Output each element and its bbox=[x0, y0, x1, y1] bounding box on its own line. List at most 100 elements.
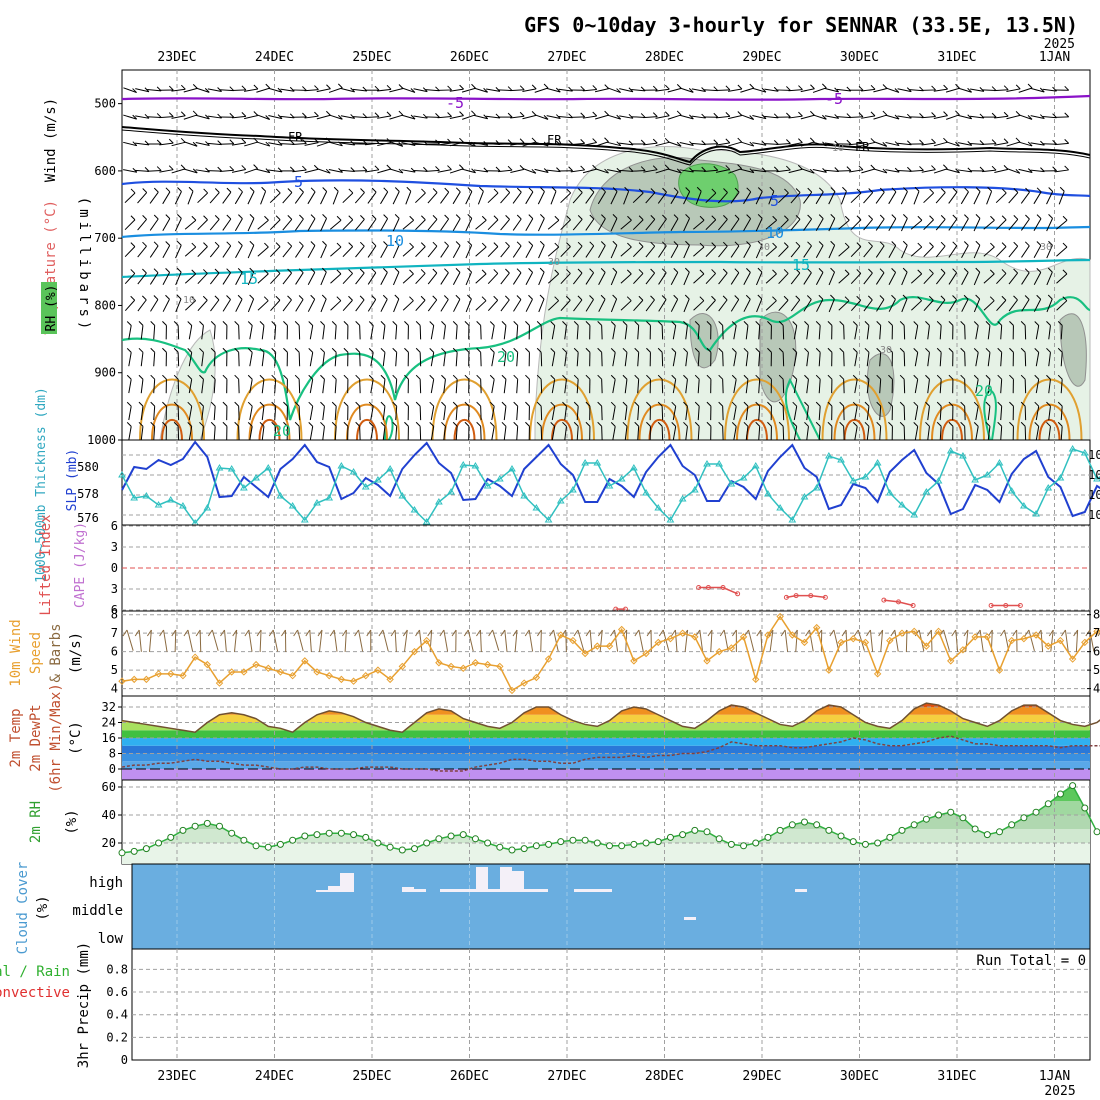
barb-flag bbox=[592, 138, 598, 143]
barb-staff bbox=[595, 141, 609, 147]
wind-barb bbox=[452, 421, 458, 441]
barb-flag bbox=[622, 374, 628, 380]
barb-staff bbox=[124, 192, 136, 204]
barb-flag bbox=[778, 374, 784, 380]
wind-barb bbox=[404, 421, 409, 441]
wind-barb bbox=[910, 215, 923, 230]
wind-barb bbox=[425, 166, 440, 172]
warm-isotherm bbox=[1016, 378, 1083, 441]
barb-flag bbox=[275, 269, 281, 274]
barb-staff bbox=[876, 299, 885, 312]
barb-flag bbox=[210, 421, 216, 427]
barb-staff bbox=[691, 88, 706, 93]
wind-barb bbox=[522, 137, 537, 147]
barb-staff bbox=[512, 272, 522, 285]
wind-barb bbox=[560, 215, 571, 231]
barb-flag bbox=[493, 242, 499, 247]
barb-flag bbox=[577, 188, 583, 193]
barb-flag bbox=[652, 138, 658, 144]
wind-barb bbox=[585, 321, 591, 340]
barb-flag bbox=[842, 186, 847, 192]
rh-point bbox=[813, 821, 821, 829]
wind-barb bbox=[852, 348, 858, 367]
rh-point bbox=[240, 836, 248, 844]
wind-barb bbox=[308, 321, 314, 340]
cape-label: CAPE (J/kg) bbox=[73, 522, 88, 608]
barb-flag bbox=[192, 110, 198, 116]
wind-barb bbox=[487, 188, 499, 204]
wind-barb bbox=[124, 242, 136, 258]
barb-staff bbox=[389, 88, 404, 93]
barb-staff bbox=[667, 168, 682, 174]
barb-flag bbox=[627, 215, 632, 221]
barb-staff bbox=[594, 88, 609, 93]
barb-staff bbox=[153, 379, 156, 394]
temp-tick-label: 24 bbox=[102, 716, 116, 730]
date-label: 25DEC bbox=[352, 1069, 391, 1084]
barb-staff bbox=[812, 168, 827, 173]
barb-flag bbox=[247, 401, 253, 407]
contour-label: FR bbox=[288, 130, 303, 144]
barb-staff bbox=[863, 245, 873, 258]
barb-flag bbox=[162, 321, 167, 326]
barb-flag bbox=[350, 87, 355, 93]
barb-flag bbox=[471, 168, 476, 174]
barb-staff bbox=[885, 141, 900, 147]
barb-flag bbox=[634, 401, 640, 407]
barb-staff bbox=[316, 114, 331, 120]
cloud-bar bbox=[328, 886, 340, 892]
wind-barb bbox=[876, 421, 882, 441]
barb-flag bbox=[745, 294, 751, 300]
barb-staff bbox=[935, 245, 946, 258]
barb-staff bbox=[585, 191, 595, 204]
barb-flag bbox=[580, 85, 586, 91]
wind-barb bbox=[679, 87, 694, 93]
barb-staff bbox=[427, 272, 438, 285]
barb-staff bbox=[697, 379, 700, 394]
barb-staff bbox=[685, 426, 688, 441]
wind-barb bbox=[525, 268, 534, 285]
wind-barb bbox=[126, 348, 132, 367]
contour-label: 30 bbox=[1040, 242, 1052, 253]
barb-staff bbox=[758, 325, 761, 340]
barb-staff bbox=[828, 245, 836, 259]
barb-flag bbox=[435, 166, 440, 171]
wind-barb bbox=[740, 83, 755, 93]
wind-barb bbox=[550, 321, 556, 340]
barb-staff bbox=[633, 273, 644, 285]
wind-barb bbox=[392, 347, 398, 367]
wind-barb bbox=[888, 374, 893, 394]
wind-barb bbox=[402, 215, 415, 230]
barb-flag bbox=[310, 294, 316, 300]
contour-label: 20 bbox=[975, 382, 993, 400]
wind-barb bbox=[562, 321, 567, 340]
barb-flag bbox=[646, 347, 651, 353]
barb-staff bbox=[693, 219, 705, 230]
barb-flag bbox=[441, 421, 446, 427]
wind-barb bbox=[392, 187, 400, 205]
wind-barb bbox=[836, 139, 852, 145]
wind-barb bbox=[465, 294, 472, 313]
barb-staff bbox=[551, 325, 556, 340]
barb-flag bbox=[746, 241, 751, 246]
barb-flag bbox=[343, 421, 349, 427]
barb-flag bbox=[226, 268, 231, 274]
barb-flag bbox=[798, 111, 803, 117]
barb-flag bbox=[694, 374, 700, 380]
wind-barb bbox=[863, 188, 874, 204]
barb-staff bbox=[522, 141, 537, 147]
barb-staff bbox=[280, 143, 295, 145]
barb-staff bbox=[370, 426, 374, 441]
wind-barb bbox=[572, 215, 583, 231]
barb-staff bbox=[453, 298, 461, 312]
wind-barb bbox=[247, 374, 253, 394]
barb-flag bbox=[661, 295, 667, 300]
barb-flag bbox=[289, 140, 295, 145]
barb-flag bbox=[467, 294, 472, 300]
wind-barb bbox=[790, 295, 801, 312]
barb-flag bbox=[585, 401, 591, 407]
barb-staff bbox=[260, 191, 267, 205]
barb-staff bbox=[197, 219, 208, 231]
wind-barb bbox=[522, 84, 537, 93]
barb-flag bbox=[177, 187, 182, 192]
